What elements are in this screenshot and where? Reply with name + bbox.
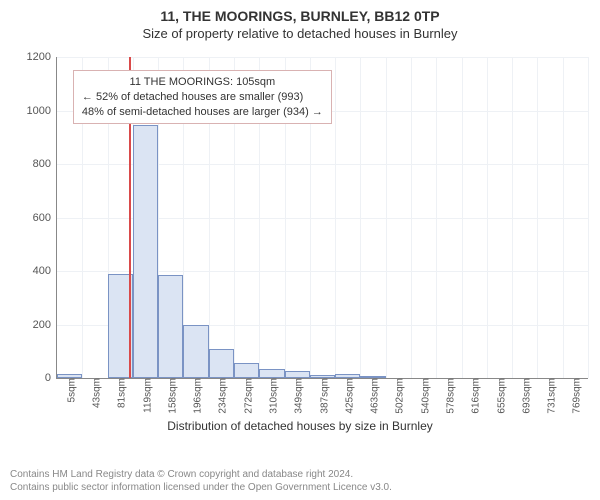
gridline-v: [436, 57, 437, 378]
y-tick-label: 200: [33, 319, 57, 331]
gridline-v: [411, 57, 412, 378]
y-tick-label: 1200: [27, 51, 57, 63]
histogram-bar: [234, 363, 259, 378]
x-axis-label: Distribution of detached houses by size …: [167, 419, 432, 433]
gridline-v: [360, 57, 361, 378]
y-tick-label: 600: [33, 212, 57, 224]
y-tick-label: 400: [33, 265, 57, 277]
x-tick-label: 540sqm: [416, 378, 431, 414]
footer-line-1: Contains HM Land Registry data © Crown c…: [10, 468, 392, 481]
histogram-bar: [209, 349, 234, 378]
gridline-v: [563, 57, 564, 378]
histogram-bar: [259, 369, 284, 378]
y-tick-label: 0: [45, 372, 57, 384]
gridline-v: [537, 57, 538, 378]
gridline-v: [462, 57, 463, 378]
annotation-box: 11 THE MOORINGS: 105sqm← 52% of detached…: [73, 70, 332, 125]
x-tick-label: 693sqm: [517, 378, 532, 414]
footer-attribution: Contains HM Land Registry data © Crown c…: [10, 468, 392, 494]
gridline-v: [386, 57, 387, 378]
gridline-v: [588, 57, 589, 378]
x-tick-label: 425sqm: [340, 378, 355, 414]
x-tick-label: 463sqm: [366, 378, 381, 414]
x-tick-label: 731sqm: [543, 378, 558, 414]
histogram-bar: [158, 275, 183, 378]
annotation-line: 48% of semi-detached houses are larger (…: [82, 105, 323, 120]
x-tick-label: 196sqm: [189, 378, 204, 414]
title-sub: Size of property relative to detached ho…: [0, 24, 600, 45]
annotation-line: ← 52% of detached houses are smaller (99…: [82, 90, 323, 105]
x-tick-label: 272sqm: [239, 378, 254, 414]
x-tick-label: 234sqm: [214, 378, 229, 414]
histogram-bar: [285, 371, 310, 378]
x-tick-label: 616sqm: [467, 378, 482, 414]
gridline-v: [487, 57, 488, 378]
gridline-v: [512, 57, 513, 378]
chart-area: Number of detached properties Distributi…: [0, 45, 600, 435]
title-main: 11, THE MOORINGS, BURNLEY, BB12 0TP: [0, 0, 600, 24]
x-tick-label: 769sqm: [568, 378, 583, 414]
y-tick-label: 1000: [27, 105, 57, 117]
x-tick-label: 158sqm: [163, 378, 178, 414]
y-tick-label: 800: [33, 158, 57, 170]
histogram-bar: [183, 325, 208, 379]
x-tick-label: 119sqm: [138, 378, 153, 413]
footer-line-2: Contains public sector information licen…: [10, 481, 392, 494]
x-tick-label: 387sqm: [315, 378, 330, 414]
annotation-line: 11 THE MOORINGS: 105sqm: [82, 75, 323, 90]
x-tick-label: 43sqm: [87, 378, 102, 408]
gridline-v: [335, 57, 336, 378]
plot-region: 0200400600800100012005sqm43sqm81sqm119sq…: [56, 57, 588, 379]
x-tick-label: 578sqm: [441, 378, 456, 414]
x-tick-label: 655sqm: [492, 378, 507, 414]
x-tick-label: 502sqm: [391, 378, 406, 414]
x-tick-label: 310sqm: [264, 378, 279, 414]
x-tick-label: 5sqm: [62, 378, 77, 402]
gridline-h: [57, 57, 588, 58]
x-tick-label: 81sqm: [113, 378, 128, 408]
histogram-bar: [133, 125, 158, 378]
x-tick-label: 349sqm: [290, 378, 305, 414]
